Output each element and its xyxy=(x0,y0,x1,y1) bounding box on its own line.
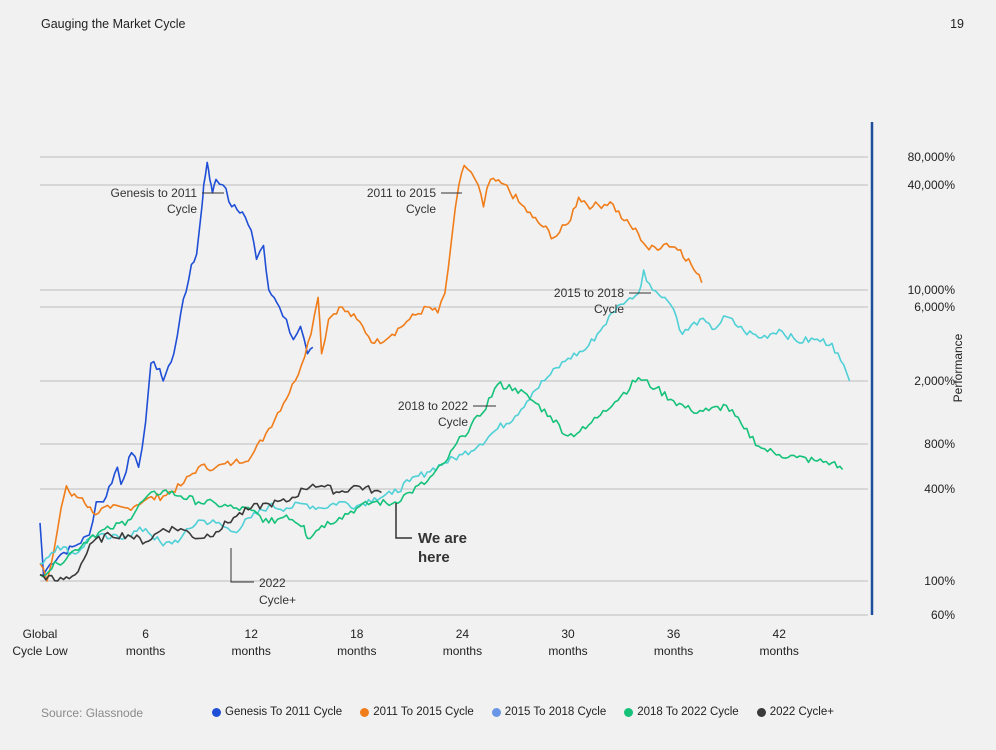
chart: 80,000% 40,000% 10,000% 6,000% 2,000% 800% 400… xyxy=(12,122,965,658)
y-tick-label: 80,000% xyxy=(908,150,956,164)
y-tick-label: 40,000% xyxy=(908,178,956,192)
y-tick-label: 2,000% xyxy=(914,374,955,388)
y-ticks: 80,000% 40,000% 10,000% 6,000% 2,000% 800% 400… xyxy=(908,150,956,622)
annotation-2018-line1: 2018 to 2022 xyxy=(398,399,468,413)
legend-item: 2015 To 2018 Cycle xyxy=(491,706,607,718)
annotation-2022: 2022 Cycle+ xyxy=(230,548,296,607)
x-tick-label: 36 xyxy=(667,627,681,641)
legend-item: Genesis To 2011 Cycle xyxy=(212,706,342,718)
x-tick-label: 12 xyxy=(245,627,259,641)
legend-item: 2011 To 2015 Cycle xyxy=(360,706,474,718)
annotation-genesis-line2: Cycle xyxy=(167,202,197,216)
annotation-genesis: Genesis to 2011 Cycle xyxy=(110,186,224,216)
y-tick-label: 60% xyxy=(931,608,955,622)
x-tick-label: 18 xyxy=(350,627,364,641)
annotation-here-leader xyxy=(395,503,412,539)
y-tick-label: 6,000% xyxy=(914,300,955,314)
x-tick-label: 30 xyxy=(561,627,575,641)
y-tick-label: 100% xyxy=(924,574,955,588)
annotation-genesis-line1: Genesis to 2011 xyxy=(110,186,197,200)
legend-label: 2018 To 2022 Cycle xyxy=(637,706,739,718)
legend-dot-icon xyxy=(360,707,370,717)
legend-dot-icon xyxy=(491,707,501,717)
series-line-3 xyxy=(39,376,844,578)
x-tick-label: months xyxy=(760,644,799,658)
annotation-2018-line2: Cycle xyxy=(438,415,468,429)
annotation-2015: 2015 to 2018 Cycle xyxy=(554,286,651,316)
legend-item: 2018 To 2022 Cycle xyxy=(624,706,739,718)
page-title: Gauging the Market Cycle xyxy=(41,17,186,31)
y-tick-label: 800% xyxy=(924,437,955,451)
y-axis-title: Performance xyxy=(951,333,965,402)
source-note: Source: Glassnode xyxy=(41,706,144,720)
legend-label: 2015 To 2018 Cycle xyxy=(504,706,607,718)
x-tick-label: months xyxy=(443,644,482,658)
annotation-here-line2: here xyxy=(418,549,450,566)
legend-dot-icon xyxy=(756,707,766,717)
legend: Genesis To 2011 Cycle 2011 To 2015 Cycle 2… xyxy=(212,706,834,718)
series-lines xyxy=(39,161,851,582)
annotation-2022-line2: Cycle+ xyxy=(259,593,296,607)
y-tick-label: 400% xyxy=(924,482,955,496)
legend-item: 2022 Cycle+ xyxy=(756,706,834,718)
x-tick-label: Cycle Low xyxy=(12,644,68,658)
x-tick-label: months xyxy=(232,644,271,658)
annotation-2011-line1: 2011 to 2015 xyxy=(367,186,437,200)
annotation-here-line1: We are xyxy=(418,530,467,547)
annotation-2022-line1: 2022 xyxy=(259,576,286,590)
annotation-2015-line2: Cycle xyxy=(594,302,624,316)
series-line-0 xyxy=(39,161,314,576)
legend-label: 2022 Cycle+ xyxy=(769,706,834,718)
annotation-2011: 2011 to 2015 Cycle xyxy=(367,186,462,216)
x-tick-label: 24 xyxy=(456,627,470,641)
legend-dot-icon xyxy=(624,707,634,717)
annotation-2018: 2018 to 2022 Cycle xyxy=(398,399,496,429)
y-tick-label: 10,000% xyxy=(908,283,956,297)
x-tick-label: months xyxy=(337,644,376,658)
series-line-4 xyxy=(39,483,382,582)
x-tick-label: months xyxy=(654,644,693,658)
series-line-1 xyxy=(39,164,703,582)
x-tick-label: 42 xyxy=(773,627,787,641)
x-tick-label: months xyxy=(126,644,165,658)
legend-label: Genesis To 2011 Cycle xyxy=(225,706,343,718)
x-ticks: Global Cycle Low 6 months 12 months 18 months 24… xyxy=(12,627,799,658)
annotation-2015-line1: 2015 to 2018 xyxy=(554,286,624,300)
annotation-we-are-here: We are here xyxy=(395,503,467,566)
annotation-2011-line2: Cycle xyxy=(406,202,436,216)
x-tick-label: months xyxy=(548,644,587,658)
page-number: 19 xyxy=(950,17,964,31)
x-tick-label: 6 xyxy=(142,627,149,641)
grid xyxy=(40,156,868,616)
annotation-2022-leader xyxy=(230,548,254,583)
x-tick-label: Global xyxy=(23,627,58,641)
legend-dot-icon xyxy=(212,707,221,717)
legend-label: 2011 To 2015 Cycle xyxy=(373,706,474,718)
